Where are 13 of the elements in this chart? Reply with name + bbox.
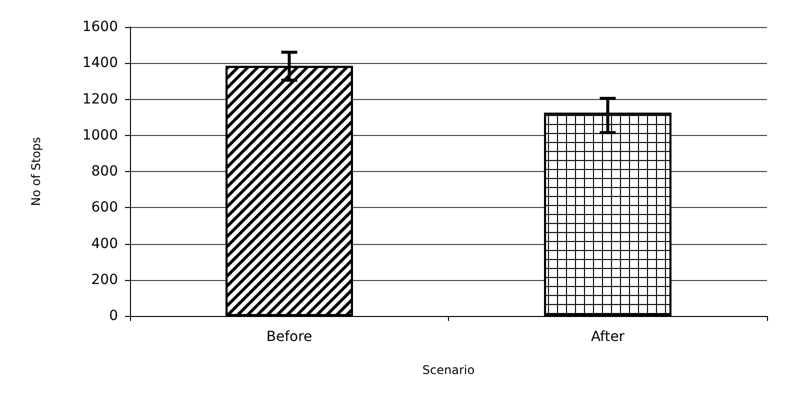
y-tick-label: 600 <box>91 200 118 216</box>
y-tick-label: 800 <box>91 164 118 180</box>
x-tick-label: After <box>590 329 625 345</box>
x-tick-label: Before <box>266 329 312 345</box>
x-axis-title: Scenario <box>422 363 475 377</box>
y-tick-label: 400 <box>91 236 118 252</box>
y-tick-label: 1400 <box>82 55 118 72</box>
y-tick-label: 0 <box>109 308 118 324</box>
y-tick-label: 1600 <box>82 19 118 35</box>
y-tick-label: 1000 <box>82 127 118 144</box>
y-tick-label: 1200 <box>82 91 118 108</box>
y-axis-title: No of Stops <box>29 136 43 206</box>
y-tick-label: 200 <box>91 272 118 288</box>
